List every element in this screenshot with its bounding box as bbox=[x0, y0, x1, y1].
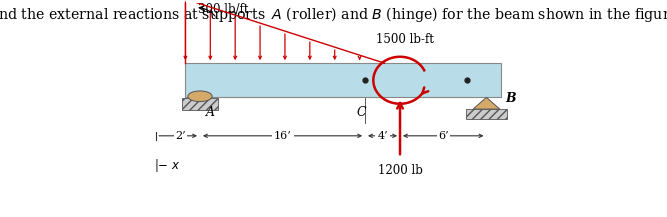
Text: 300 lb/ft: 300 lb/ft bbox=[197, 3, 248, 16]
Circle shape bbox=[188, 91, 212, 102]
Text: |$-$ $x$: |$-$ $x$ bbox=[154, 157, 181, 174]
Bar bbox=[182, 99, 218, 110]
Text: 16’: 16’ bbox=[273, 131, 291, 141]
Bar bbox=[466, 109, 507, 119]
Text: Find the external reactions at supports  $A$ (roller) and $B$ (hinge) for the be: Find the external reactions at supports … bbox=[0, 5, 667, 25]
Text: A: A bbox=[206, 106, 215, 119]
Text: 6’: 6’ bbox=[438, 131, 448, 141]
Bar bbox=[185, 63, 501, 97]
Text: 4’: 4’ bbox=[378, 131, 388, 141]
Text: 1500 lb-ft: 1500 lb-ft bbox=[376, 33, 434, 46]
Text: C: C bbox=[356, 106, 366, 119]
Text: 2’: 2’ bbox=[175, 131, 186, 141]
Polygon shape bbox=[473, 97, 500, 109]
Text: 1200 lb: 1200 lb bbox=[378, 164, 422, 177]
Text: B: B bbox=[505, 92, 516, 105]
